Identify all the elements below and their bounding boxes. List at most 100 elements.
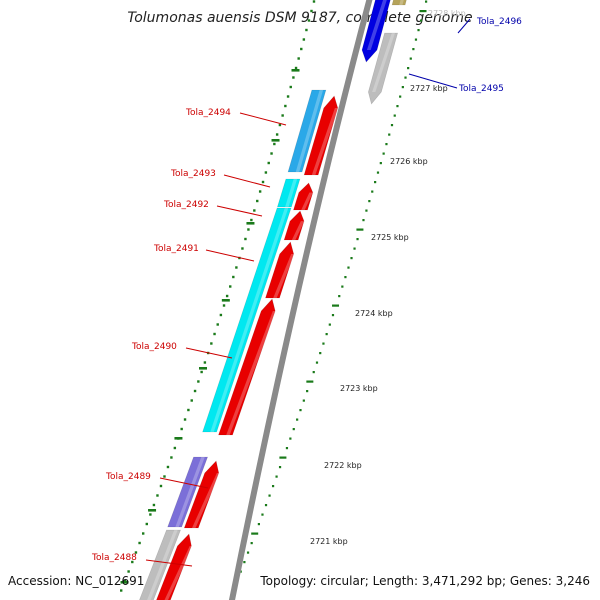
product-track-tick bbox=[235, 266, 238, 269]
ruler-tick bbox=[362, 219, 365, 222]
product-track-tick bbox=[145, 522, 148, 526]
genome-info-text: Topology: circular; Length: 3,471,292 bp… bbox=[260, 574, 590, 588]
leader-tola-2494 bbox=[239, 112, 287, 126]
product-track-tick bbox=[247, 228, 250, 231]
product-track-tick bbox=[134, 551, 138, 554]
gene-label-tola-2493[interactable]: Tola_2493 bbox=[170, 169, 216, 179]
ruler-label-2722: 2722 kbp bbox=[324, 461, 362, 470]
product-track-tick bbox=[297, 57, 300, 60]
ruler-tick bbox=[417, 29, 420, 32]
ruler-tick bbox=[279, 456, 287, 459]
leader-tola-2492 bbox=[216, 205, 263, 217]
product-track-tick bbox=[256, 199, 259, 203]
product-tola-2494 bbox=[287, 89, 327, 173]
ruler-tick bbox=[419, 10, 427, 13]
gene-cds-2493-shine bbox=[301, 192, 313, 210]
ruler-tick bbox=[289, 437, 292, 440]
product-track-tick bbox=[305, 28, 308, 32]
product-track-major-tick bbox=[271, 139, 280, 142]
product-track-tick bbox=[190, 399, 193, 402]
ruler-tick bbox=[350, 257, 353, 260]
product-track-tick bbox=[292, 76, 295, 79]
product-track-major-tick bbox=[174, 437, 183, 440]
gene-label-tola-2490[interactable]: Tola_2490 bbox=[131, 342, 177, 352]
ruler-tick bbox=[344, 276, 347, 279]
product-track-tick bbox=[166, 465, 170, 469]
product-track-tick bbox=[138, 541, 141, 545]
leader-tola-2493 bbox=[223, 174, 271, 188]
gene-cds-2489-shine bbox=[191, 473, 221, 528]
ruler-tick bbox=[356, 228, 364, 231]
ruler-tick bbox=[393, 114, 396, 117]
product-track-tick bbox=[152, 503, 156, 507]
gene-tola-2495-shine bbox=[372, 33, 396, 92]
gene-label-tola-2489[interactable]: Tola_2489 bbox=[105, 472, 151, 482]
product-track-tick bbox=[312, 0, 316, 3]
ruler-tick bbox=[412, 48, 415, 51]
ruler-tick bbox=[399, 95, 402, 98]
product-track-tick bbox=[250, 218, 253, 222]
ruler-tick bbox=[319, 352, 322, 355]
product-tola-2493 bbox=[276, 178, 301, 208]
product-track-tick bbox=[281, 114, 284, 117]
product-track-tick bbox=[219, 313, 223, 317]
product-track-tick bbox=[120, 589, 123, 592]
ruler-tick bbox=[347, 266, 350, 269]
leader-tola-2495 bbox=[408, 73, 458, 89]
gene-label-tola-2491[interactable]: Tola_2491 bbox=[153, 244, 199, 254]
ruler-tick bbox=[264, 504, 268, 507]
leader-tola-2488 bbox=[145, 559, 193, 567]
ruler-tick bbox=[376, 171, 380, 174]
product-track-tick bbox=[213, 332, 216, 336]
accession-text: Accession: NC_012691 bbox=[8, 574, 145, 588]
product-track-tick bbox=[286, 95, 290, 98]
ruler-tick bbox=[379, 162, 382, 165]
gene-cds-2493 bbox=[293, 182, 314, 211]
product-track-major-tick bbox=[291, 69, 300, 72]
ruler-tick bbox=[407, 67, 410, 70]
gene-cds-2488 bbox=[156, 533, 192, 600]
gene-labels[interactable]: Tola_2496 Tola_2495 Tola_2494 Tola_2493 … bbox=[91, 17, 522, 563]
ruler-tick bbox=[322, 342, 325, 345]
ruler-tick bbox=[292, 428, 295, 431]
ruler-label-2728: 2728 kbp bbox=[428, 9, 466, 18]
product-track-major-tick bbox=[221, 299, 230, 302]
product-track-tick bbox=[241, 247, 244, 250]
ruler-tick bbox=[306, 390, 309, 393]
product-track-tick bbox=[210, 342, 213, 345]
gene-tola-2496 bbox=[361, 0, 391, 63]
product-tola-2488 bbox=[139, 529, 181, 600]
ruler-tick bbox=[356, 238, 359, 241]
ruler-tick bbox=[332, 304, 340, 307]
ruler-tick bbox=[374, 181, 377, 184]
product-track-tick bbox=[232, 275, 235, 279]
product-tola-2490 bbox=[202, 207, 292, 433]
gene-tola-2495 bbox=[368, 32, 399, 105]
ruler-tick bbox=[315, 361, 319, 364]
ruler-tick bbox=[325, 333, 328, 336]
gene-label-tola-2495[interactable]: Tola_2495 bbox=[458, 84, 504, 94]
ruler-tick bbox=[299, 409, 302, 412]
product-track-tick bbox=[229, 285, 232, 288]
ruler-label-2723: 2723 kbp bbox=[340, 384, 378, 393]
ruler-tick bbox=[396, 105, 399, 108]
ruler-tick bbox=[368, 200, 371, 203]
backbone bbox=[228, 0, 373, 600]
gene-label-tola-2496[interactable]: Tola_2496 bbox=[476, 17, 522, 27]
gene-label-tola-2488[interactable]: Tola_2488 bbox=[91, 553, 137, 563]
product-track-tick bbox=[302, 38, 306, 41]
gene-label-tola-2494[interactable]: Tola_2494 bbox=[185, 108, 231, 118]
gene-label-tola-2492[interactable]: Tola_2492 bbox=[163, 200, 209, 210]
ruler-tick bbox=[268, 494, 271, 497]
ruler-tick bbox=[390, 124, 394, 127]
ruler-tick bbox=[261, 513, 264, 516]
product-track-tick bbox=[200, 370, 203, 374]
ruler-tick bbox=[353, 247, 356, 250]
gene-partial-top-shine bbox=[399, 0, 404, 5]
ruler-tick bbox=[306, 380, 314, 383]
product-track-tick bbox=[261, 180, 265, 184]
gene-cds-2492 bbox=[283, 210, 305, 241]
gene-cds-2494 bbox=[303, 95, 339, 176]
ruler-label-2726: 2726 kbp bbox=[390, 157, 428, 166]
